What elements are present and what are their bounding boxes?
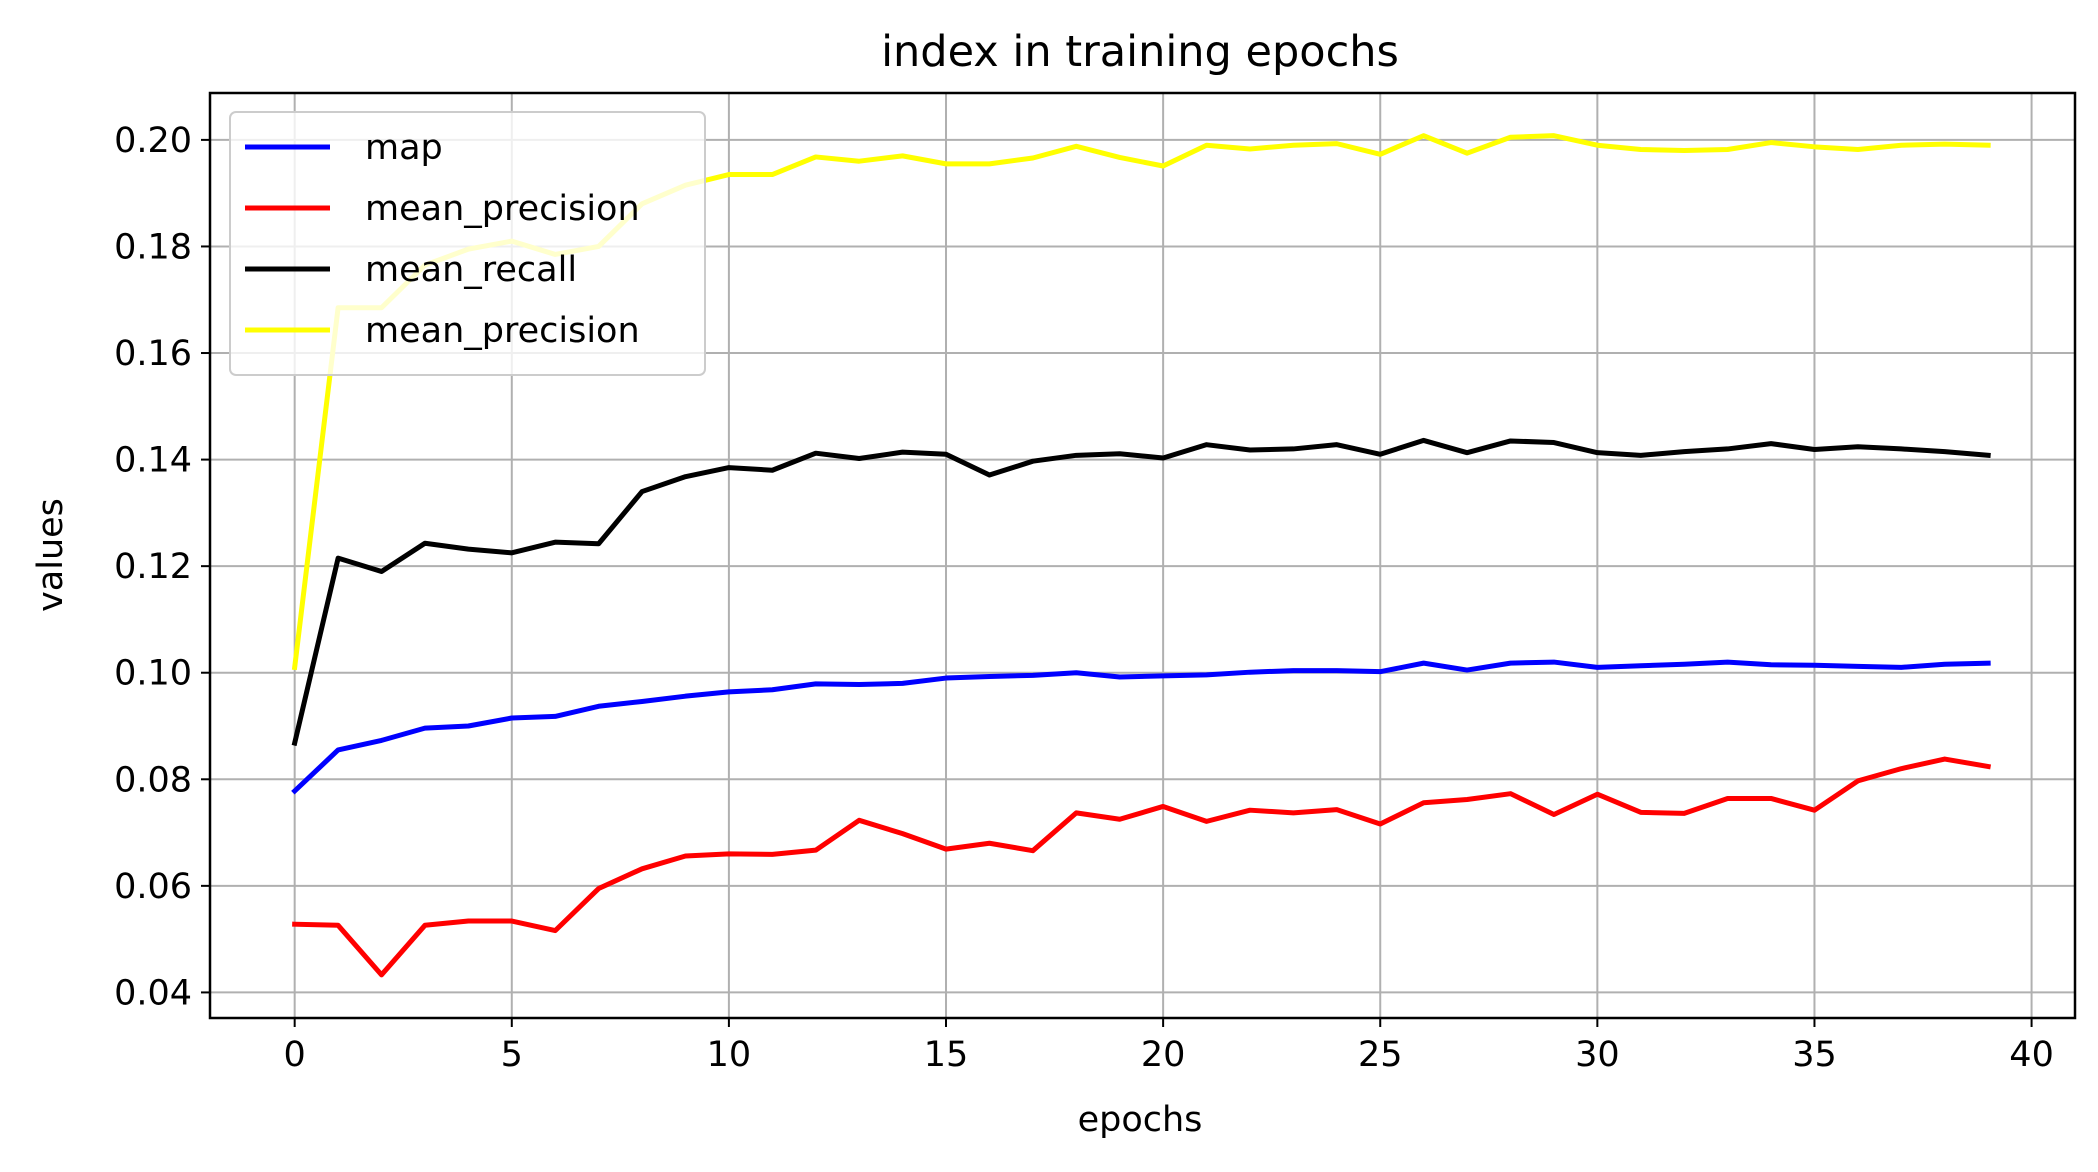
x-tick-label: 15 — [924, 1035, 969, 1075]
y-axis-label: values — [31, 498, 71, 612]
y-tick-label: 0.04 — [114, 973, 192, 1013]
x-tick-label: 5 — [501, 1035, 523, 1075]
y-tick-label: 0.10 — [114, 654, 192, 694]
legend-label: mean_recall — [365, 250, 577, 290]
chart-title: index in training epochs — [881, 27, 1399, 77]
x-axis-label: epochs — [1078, 1100, 1203, 1140]
series-line-mean-recall — [291, 437, 1991, 747]
legend-label: map — [365, 128, 443, 168]
y-tick-label: 0.08 — [114, 760, 192, 800]
series-line-mean-precision — [292, 756, 1992, 978]
axis-ticks: 0 5 10 15 20 25 30 35 40 0.04 0.06 0.08 0.10 0.12 0.14… — [114, 121, 2054, 1075]
legend-label: mean_precision — [365, 189, 640, 229]
plot-area-frame — [208, 91, 2077, 1020]
series-line-map — [291, 659, 1991, 795]
y-tick-label: 0.20 — [114, 121, 192, 161]
y-tick-label: 0.12 — [114, 547, 192, 587]
x-tick-label: 40 — [2009, 1035, 2054, 1075]
x-tick-label: 20 — [1141, 1035, 1186, 1075]
legend-box — [229, 111, 706, 376]
y-tick-label: 0.18 — [114, 227, 192, 267]
grid-lines — [210, 93, 2075, 1018]
legend-label: mean_precision — [365, 311, 640, 351]
x-tick-label: 10 — [707, 1035, 752, 1075]
x-tick-label: 0 — [284, 1035, 306, 1075]
x-tick-label: 25 — [1358, 1035, 1403, 1075]
x-tick-label: 30 — [1575, 1035, 1620, 1075]
y-tick-label: 0.16 — [114, 334, 192, 374]
y-tick-label: 0.14 — [114, 441, 192, 481]
y-tick-label: 0.06 — [114, 867, 192, 907]
legend: map mean_precision mean_recall mean_precisi… — [229, 111, 706, 376]
x-tick-label: 35 — [1792, 1035, 1837, 1075]
